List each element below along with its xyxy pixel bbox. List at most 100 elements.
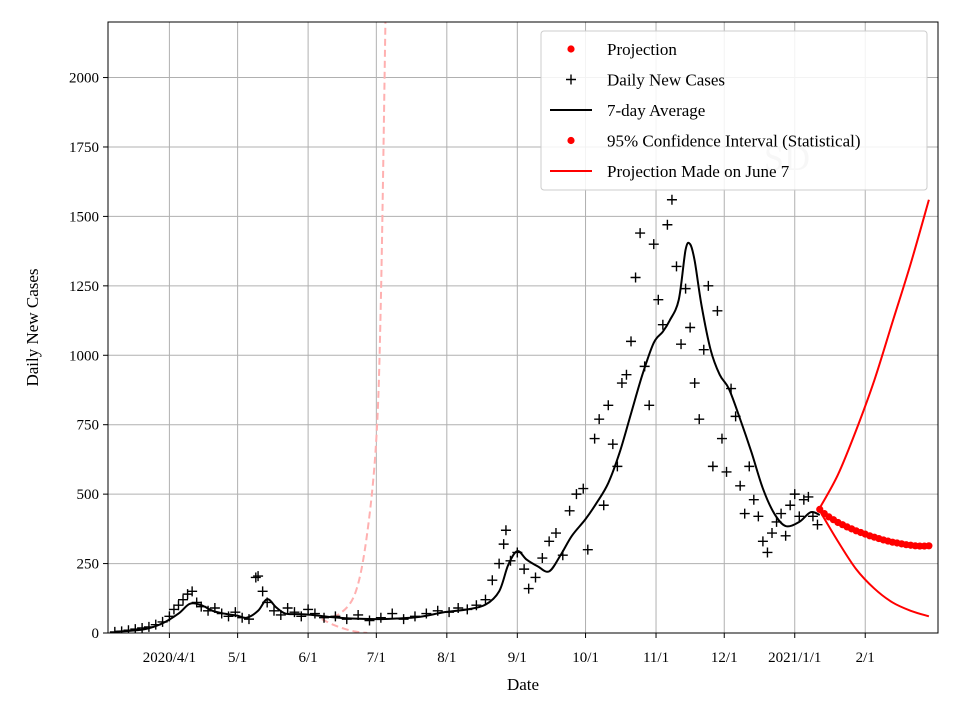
daily-case-marker [523,583,534,594]
daily-case-marker [250,572,261,583]
daily-case-marker [544,536,555,547]
legend-label: Daily New Cases [607,71,725,90]
daily-case-marker [243,614,254,625]
daily-case-marker [303,604,314,615]
june7-projection-upper [321,22,387,619]
x-tick-label: 10/1 [572,650,599,666]
daily-case-marker [626,336,637,347]
daily-case-marker [309,608,320,619]
daily-case-marker [589,433,600,444]
y-tick-label: 0 [92,626,100,642]
daily-case-marker [676,339,687,350]
daily-case-marker [621,369,632,380]
x-tick-label: 8/1 [437,650,456,666]
daily-case-marker [644,400,655,411]
x-tick-label: 7/1 [367,650,386,666]
daily-case-marker [757,536,768,547]
daily-case-marker [798,494,809,505]
daily-case-marker [616,378,627,389]
daily-case-marker [296,611,307,622]
daily-case-marker [648,239,659,250]
daily-case-marker [500,525,511,536]
daily-case-marker [598,500,609,511]
daily-case-marker [716,433,727,444]
daily-case-marker [607,439,618,450]
daily-case-marker [712,305,723,316]
daily-case-marker [653,294,664,305]
daily-case-marker [564,505,575,516]
daily-case-marker [223,611,234,622]
june7-projection-lower [321,618,368,633]
daily-case-marker [698,344,709,355]
daily-case-marker [257,586,268,597]
ci-upper-line [818,199,930,509]
daily-case-marker [721,466,732,477]
daily-case-marker [582,544,593,555]
legend-label: 7-day Average [607,101,705,120]
x-tick-label: 6/1 [299,650,318,666]
legend-label: 95% Confidence Interval (Statistical) [607,132,861,151]
y-tick-label: 750 [77,418,100,434]
daily-case-marker [748,494,759,505]
daily-case-marker [767,528,777,539]
projection-point [816,505,824,514]
daily-case-marker [635,228,646,239]
daily-case-marker [178,594,189,605]
y-tick-label: 500 [77,487,100,503]
y-tick-label: 2000 [69,71,99,87]
daily-case-marker [785,500,796,511]
daily-case-marker [282,603,293,614]
legend-plus-marker [566,74,576,85]
daily-case-marker [753,511,764,522]
daily-case-marker [487,575,498,586]
daily-case-marker [480,594,491,605]
x-tick-label: 12/1 [711,650,738,666]
daily-case-marker [498,539,509,550]
daily-case-marker [168,604,179,615]
daily-case-marker [187,586,198,597]
daily-case-marker [803,491,814,502]
ci-lower-line [818,510,930,618]
daily-case-marker [550,528,561,539]
y-axis: 0 250 500 750 1000 1250 1500 1750 2000 [69,71,108,642]
x-axis: 2020/4/1 5/1 6/1 7/1 8/1 9/1 10/1 11/1 12/1 2021/… [143,633,875,666]
legend-dot-marker [567,136,575,145]
daily-case-marker [776,508,787,519]
daily-case-marker [685,322,696,333]
legend-label: Projection Made on June 7 [607,162,790,181]
daily-case-marker [173,600,184,611]
y-tick-label: 1000 [69,348,99,364]
daily-case-marker [253,571,264,582]
daily-case-marker [537,553,548,564]
daily-case-marker [707,461,718,472]
daily-case-marker [364,615,375,626]
daily-case-marker [269,605,279,616]
x-tick-label: 2020/4/1 [143,650,196,666]
y-tick-label: 1500 [69,209,99,225]
plot-area [109,22,933,633]
daily-case-marker [680,283,691,294]
x-axis-label: Date [507,675,539,694]
daily-case-marker [519,564,530,575]
seven-day-average-line [114,241,821,633]
daily-case-marker [744,461,755,472]
y-tick-label: 1250 [69,279,99,295]
y-tick-label: 250 [77,557,100,573]
daily-case-marker [689,378,700,389]
x-tick-label: 2/1 [856,650,875,666]
projection-point [925,542,933,550]
grid [108,22,938,634]
y-axis-label: Daily New Cases [23,268,42,386]
daily-case-marker [571,489,582,500]
daily-case-marker [530,572,541,583]
daily-case-marker [694,414,705,425]
daily-case-marker [794,511,805,522]
legend-label: Projection [607,40,677,59]
daily-case-marker [387,608,398,619]
daily-case-marker [671,261,682,272]
x-tick-label: 11/1 [643,650,669,666]
daily-case-marker [789,489,800,500]
y-tick-label: 1750 [69,140,99,156]
daily-case-marker [657,319,668,330]
